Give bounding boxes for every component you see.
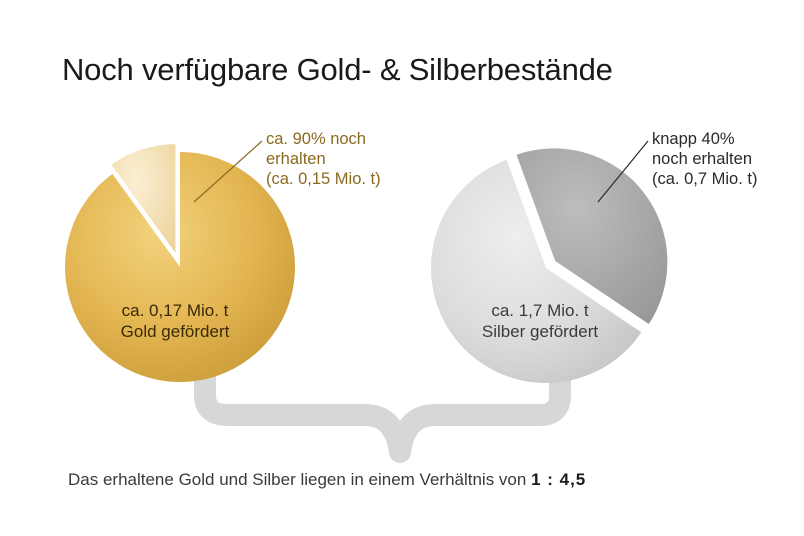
gold-pie-exploded-slice [107,140,179,263]
gold-pie-main-slice [64,152,295,382]
page-title: Noch verfügbare Gold- & Silberbestände [62,52,613,87]
gold-callout: ca. 90% noch erhalten (ca. 0,15 Mio. t) [266,129,381,189]
gold-pie [64,140,295,382]
gold-callout-line2: erhalten [266,150,326,168]
silver-center-label: ca. 1,7 Mio. t Silber gefördert [455,300,625,342]
silver-callout-line2: noch erhalten [652,150,752,168]
silver-callout-leader [597,140,649,203]
silver-pie-exploded-slice [512,145,671,329]
ratio-note-text: Das erhaltene Gold und Silber liegen in … [68,470,532,489]
ratio-value: 1 : 4,5 [531,470,587,489]
silver-pie-main-slice [430,159,642,384]
silver-callout-line3: (ca. 0,7 Mio. t) [652,170,758,188]
silver-callout: knapp 40% noch erhalten (ca. 0,7 Mio. t) [652,129,757,189]
gold-callout-line3: (ca. 0,15 Mio. t) [266,170,381,188]
gold-center-label: ca. 0,17 Mio. t Gold gefördert [90,300,260,342]
connector-brace [194,335,571,463]
silver-callout-line1: knapp 40% [652,130,735,148]
silver-caption: Silber gefördert [481,322,599,341]
ratio-note: Das erhaltene Gold und Silber liegen in … [68,470,586,490]
gold-callout-line1: ca. 90% noch [266,130,366,148]
gold-callout-leader [193,140,263,203]
silver-amount: ca. 1,7 Mio. t [491,301,589,320]
silver-pie [430,145,671,384]
gold-amount: ca. 0,17 Mio. t [121,301,229,320]
gold-caption: Gold gefördert [120,322,230,341]
